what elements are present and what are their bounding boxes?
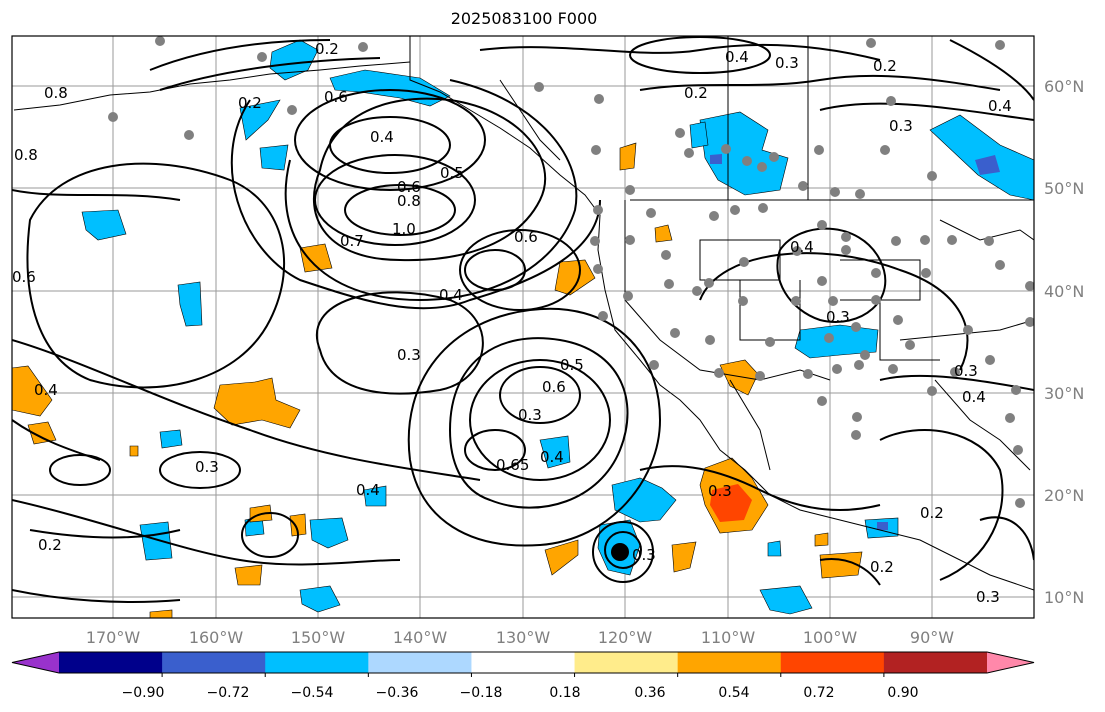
contour-label: 0.3 bbox=[632, 546, 656, 564]
colorbar-tick-label: 0.36 bbox=[634, 685, 665, 701]
map-field: 0.2 0.4 0.3 0.2 0.3 0.4 0.2 0.6 0.8 0.4 … bbox=[12, 36, 1034, 618]
map-frame bbox=[11, 35, 1035, 619]
strong-positive-cores bbox=[710, 484, 752, 522]
contour-label: 0.3 bbox=[826, 308, 850, 326]
latitude-label: 40°N bbox=[1044, 282, 1084, 301]
colorbar-outline bbox=[11, 651, 1035, 674]
contour-label: 0.4 bbox=[34, 381, 58, 399]
colorbar-tick-label: −0.36 bbox=[376, 685, 419, 701]
contour-label: 0.4 bbox=[356, 481, 380, 499]
colorbar-tick-label: −0.54 bbox=[291, 685, 334, 701]
colorbar-tick-label: 0.54 bbox=[718, 685, 749, 701]
contour-label: 0.2 bbox=[920, 504, 944, 522]
contour-lines bbox=[12, 36, 1034, 603]
colorbar-ticks: −0.90 −0.72 −0.54 −0.36 −0.18 0.18 0.36 … bbox=[122, 685, 919, 701]
map-title: 2025083100 F000 bbox=[450, 9, 598, 28]
contour-label: 0.6 bbox=[12, 268, 36, 286]
contour-label: 0.2 bbox=[238, 94, 262, 112]
contour-label: 0.4 bbox=[439, 286, 463, 304]
latitude-label: 20°N bbox=[1044, 486, 1084, 505]
colorbar-tick-label: −0.72 bbox=[207, 685, 250, 701]
colorbar-tick-label: 0.72 bbox=[803, 685, 834, 701]
contour-label: 0.2 bbox=[870, 558, 894, 576]
contour-label: 1.0 bbox=[392, 220, 416, 238]
colorbar bbox=[11, 651, 1035, 677]
strong-negative-cores bbox=[710, 154, 1000, 530]
colorbar-extension-min bbox=[12, 652, 59, 673]
latitude-label: 10°N bbox=[1044, 588, 1084, 607]
contour-label: 0.8 bbox=[44, 84, 68, 102]
contour-label: 0.6 bbox=[514, 228, 538, 246]
colorbar-tick-label: −0.18 bbox=[460, 685, 503, 701]
colorbar-segment bbox=[471, 652, 576, 673]
latitude-label: 50°N bbox=[1044, 179, 1084, 198]
negative-anomaly-patches bbox=[81, 39, 1034, 615]
contour-label: 0.4 bbox=[725, 48, 749, 66]
contour-label: 0.6 bbox=[542, 378, 566, 396]
contour-label: 0.2 bbox=[315, 40, 339, 58]
longitude-label: 150°W bbox=[291, 628, 346, 647]
longitude-axis: 170°W 160°W 150°W 140°W 130°W 120°W 110°… bbox=[86, 628, 954, 647]
contour-label: 0.3 bbox=[976, 588, 1000, 606]
colorbar-segment bbox=[162, 652, 266, 673]
contour-label: 0.2 bbox=[38, 536, 62, 554]
longitude-label: 90°W bbox=[910, 628, 954, 647]
contour-label: 0.5 bbox=[560, 356, 584, 374]
contour-label: 0.5 bbox=[440, 164, 464, 182]
contour-label: 0.7 bbox=[340, 232, 364, 250]
contour-label: 0.65 bbox=[496, 456, 529, 474]
longitude-label: 130°W bbox=[496, 628, 551, 647]
contour-label: 0.4 bbox=[962, 388, 986, 406]
colorbar-tick-label: 0.90 bbox=[887, 685, 918, 701]
longitude-label: 120°W bbox=[598, 628, 653, 647]
colorbar-extension-max bbox=[987, 652, 1034, 673]
colorbar-segment bbox=[780, 652, 885, 673]
colorbar-tick-label: −0.90 bbox=[122, 685, 165, 701]
contour-label: 0.8 bbox=[14, 146, 38, 164]
contour-label: 0.4 bbox=[988, 97, 1012, 115]
contour-label: 0.3 bbox=[708, 482, 732, 500]
contour-label: 0.3 bbox=[397, 346, 421, 364]
longitude-label: 140°W bbox=[393, 628, 448, 647]
longitude-label: 160°W bbox=[189, 628, 244, 647]
colorbar-segment bbox=[574, 652, 679, 673]
contour-label: 0.2 bbox=[873, 57, 897, 75]
contour-label: 0.3 bbox=[518, 406, 542, 424]
latitude-axis: 60°N 50°N 40°N 30°N 20°N 10°N bbox=[1044, 77, 1084, 607]
contour-label-group: 0.2 0.4 0.3 0.2 0.3 0.4 0.2 0.6 0.8 0.4 … bbox=[12, 40, 1012, 606]
contour-label: 0.2 bbox=[684, 84, 708, 102]
contour-label: 0.6 bbox=[397, 178, 421, 196]
colorbar-segment bbox=[368, 652, 472, 673]
longitude-label: 100°W bbox=[803, 628, 858, 647]
contour-label: 0.6 bbox=[324, 88, 348, 106]
longitude-label: 110°W bbox=[701, 628, 756, 647]
longitude-label: 170°W bbox=[86, 628, 141, 647]
observation-stations bbox=[108, 36, 1034, 508]
contour-label: 0.4 bbox=[790, 238, 814, 256]
contour-label: 0.3 bbox=[775, 54, 799, 72]
contour-label: 0.4 bbox=[370, 128, 394, 146]
latitude-label: 30°N bbox=[1044, 384, 1084, 403]
contour-label: 0.3 bbox=[195, 458, 219, 476]
contour-label: 0.8 bbox=[397, 192, 421, 210]
colorbar-segment bbox=[883, 652, 988, 673]
colorbar-tick-label: 0.18 bbox=[549, 685, 580, 701]
colorbar-segment bbox=[265, 652, 369, 673]
colorbar-segment bbox=[677, 652, 782, 673]
contour-label: 0.3 bbox=[889, 117, 913, 135]
latitude-label: 60°N bbox=[1044, 77, 1084, 96]
tropical-cyclone-center-marker bbox=[611, 543, 629, 561]
contour-label: 0.4 bbox=[540, 448, 564, 466]
colorbar-segment bbox=[59, 652, 163, 673]
contour-label: 0.3 bbox=[954, 362, 978, 380]
